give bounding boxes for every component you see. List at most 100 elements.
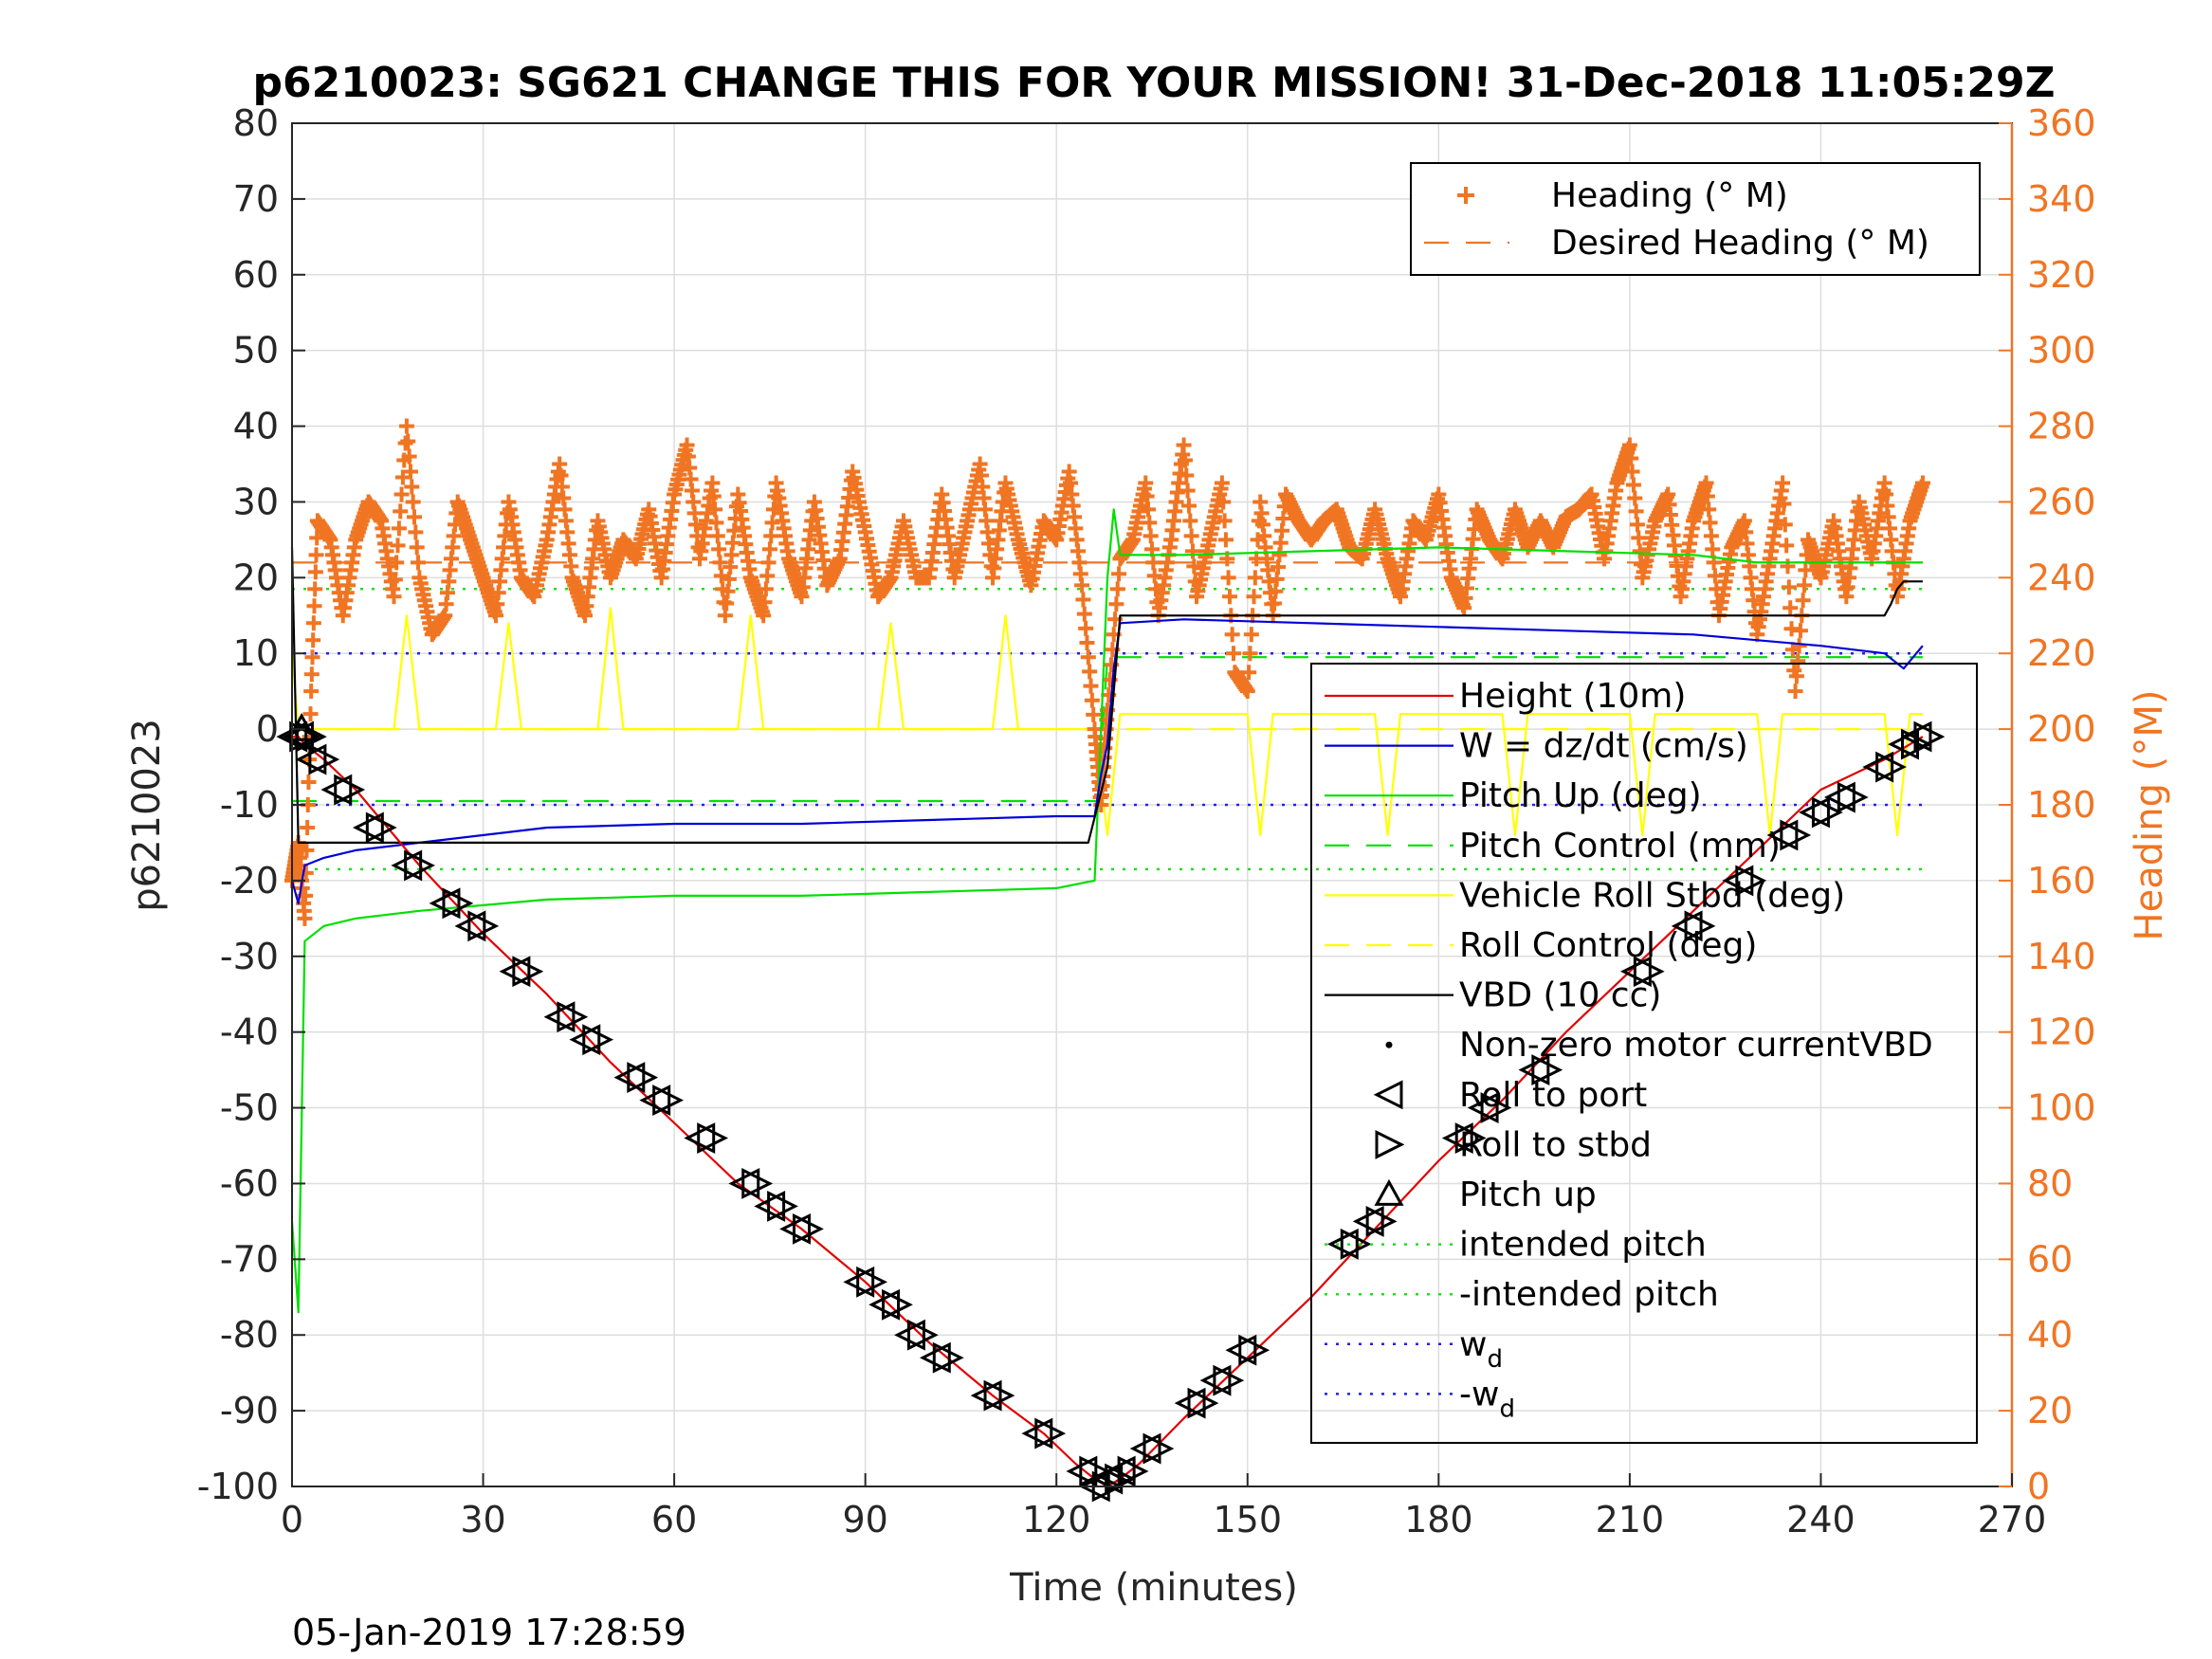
heading-marker [302,706,319,722]
heading-marker [1139,488,1155,504]
legend-swatch-triangle [1374,1178,1404,1206]
roll-to-stbd-marker [1034,1417,1067,1449]
legend-entry-label: W = dz/dt (cm/s) [1459,727,1748,766]
legend-entry-label: Desired Heading (° M) [1551,224,1929,263]
roll-to-port-marker [843,1266,875,1298]
heading-marker [1182,513,1198,529]
roll-to-port-marker [970,1379,1002,1412]
heading-marker [1247,570,1263,586]
heading-marker [304,649,320,665]
heading-marker [1108,596,1124,612]
roll-to-stbd-marker [1811,796,1843,829]
heading-marker [299,842,315,858]
heading-marker [404,479,420,495]
heading-marker [756,608,772,624]
heading-marker [1790,653,1806,669]
roll-to-port-marker [1021,1417,1053,1449]
roll-to-stbd-marker [365,811,397,844]
heading-marker [1224,627,1240,643]
heading-marker [1781,579,1797,595]
y2-tick-label: 20 [2027,1390,2073,1431]
legend-swatch-triangle [1375,1129,1405,1159]
heading-marker [711,541,727,557]
y-tick-label: 20 [233,556,279,598]
y-tick-label: -30 [220,936,279,977]
y-tick-label: 30 [233,481,279,522]
heading-marker [1177,452,1193,468]
x-tick-label: 30 [460,1499,505,1540]
roll-to-port-marker [1900,720,1932,753]
x-tick-label: 270 [1978,1499,2047,1540]
heading-marker [1798,562,1814,578]
y2-tick-label: 160 [2027,860,2096,902]
heading-marker [1699,488,1715,504]
heading-marker [1140,501,1156,518]
heading-marker [408,524,424,540]
roll-to-stbd-marker [1780,819,1812,851]
heading-marker [394,469,411,485]
legend-entry-label: Roll to port [1459,1076,1647,1115]
y-tick-label: -70 [220,1238,279,1280]
heading-marker [308,547,324,563]
roll-to-stbd-marker [1365,1205,1398,1237]
heading-marker [1179,467,1195,483]
roll-to-stbd-marker [627,1062,659,1094]
heading-marker [1111,566,1127,582]
heading-marker [406,509,422,525]
roll-to-stbd-marker [1213,1364,1245,1396]
roll-to-stbd-marker [856,1266,888,1298]
roll-to-port-marker [1799,796,1830,829]
roll-to-stbd-marker [1531,1054,1563,1086]
y-tick-label: -20 [220,860,279,902]
y2-tick-label: 280 [2027,406,2096,447]
heading-marker [1624,464,1640,480]
roll-to-stbd-marker [1633,956,1665,988]
roll-to-stbd-marker [1875,751,1907,783]
heading-marker [305,615,321,631]
axes: 0 30 60 90 120 150 180 210 240 270-100-90-80-70-6… [197,102,2096,1540]
heading-marker [1241,665,1257,681]
heading-marker [1780,558,1796,574]
series-line [290,618,1924,905]
roll-to-port-marker [868,1288,901,1321]
y2-tick-label: 40 [2027,1314,2073,1356]
roll-to-stbd-marker [1454,1122,1487,1154]
heading-marker [401,448,417,465]
heading-marker [1705,541,1721,557]
roll-to-port-marker [1174,1387,1206,1419]
y2-tick-label: 240 [2027,556,2096,598]
roll-to-stbd-marker [932,1341,964,1374]
heading-marker [386,589,402,605]
heading-marker [405,494,421,510]
roll-to-port-marker [1823,781,1856,813]
roll-to-port-marker [1104,1455,1136,1487]
heading-marker [1792,623,1808,639]
x-tick-label: 120 [1022,1499,1091,1540]
heading-marker [391,520,407,537]
legend-box-main [1310,663,1978,1444]
y-tick-label: -50 [220,1087,279,1129]
roll-to-port-marker [391,849,423,882]
heading-marker [411,555,427,571]
roll-to-stbd-marker [582,1024,614,1056]
roll-to-stbd-marker [741,1168,774,1199]
heading-marker [1914,475,1930,491]
roll-to-stbd-marker [983,1379,1015,1412]
chart-title: p6210023: SG621 CHANGE THIS FOR YOUR MIS… [253,59,2056,107]
heading-marker [1239,684,1255,700]
roll-to-stbd-marker [1238,1334,1271,1366]
legend-entry-label: Pitch Up (deg) [1459,776,1702,815]
x-tick-label: 240 [1786,1499,1856,1540]
y-tick-label: 50 [233,330,279,372]
roll-to-stbd-marker [1340,1228,1372,1260]
heading-marker [1109,581,1125,597]
heading-marker [1776,496,1792,512]
y2-tick-label: 260 [2027,481,2096,522]
roll-to-port-marker [454,910,486,942]
roll-to-stbd-marker [442,887,474,920]
roll-to-port-marker [1766,819,1799,851]
heading-marker [1078,620,1094,636]
roll-to-port-marker [894,1319,925,1351]
legend-entry-label: VBD (10 cc) [1459,976,1661,1015]
y2-tick-label: 360 [2027,102,2096,144]
